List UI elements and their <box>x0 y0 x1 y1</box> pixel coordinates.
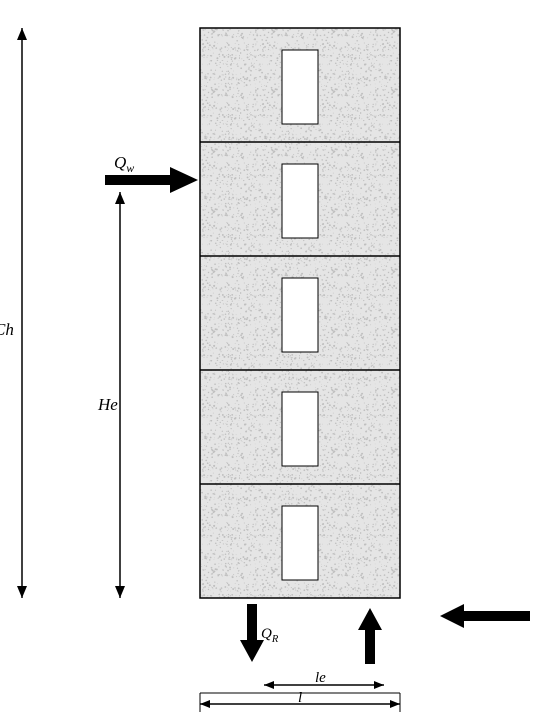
label-qr: QR <box>261 626 279 645</box>
diagram-canvas: Qw Ch He QR lel <box>0 0 533 723</box>
arrow-up <box>358 608 382 664</box>
label-he: He <box>97 395 118 414</box>
building <box>200 28 400 598</box>
label-ch: Ch <box>0 320 14 339</box>
label-le: le <box>315 670 326 686</box>
arrow-right-in <box>440 604 530 628</box>
label-qw: Qw <box>114 153 134 175</box>
label-l: l <box>298 690 302 706</box>
